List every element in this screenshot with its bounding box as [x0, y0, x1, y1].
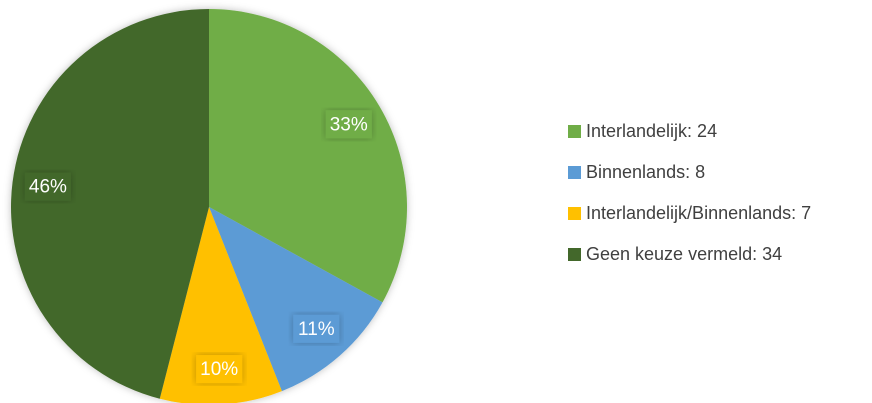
label-box — [196, 355, 243, 384]
label-box — [24, 172, 71, 201]
data-label: 46% — [29, 177, 67, 198]
legend-label: Interlandelijk: 24 — [586, 121, 717, 141]
legend-label: Binnenlands: 8 — [586, 162, 705, 182]
data-label: 33% — [330, 114, 368, 135]
pie — [10, 9, 407, 403]
legend-swatch — [568, 166, 581, 179]
data-label: 10% — [200, 359, 238, 380]
legend-label: Geen keuze vermeld: 34 — [586, 244, 782, 264]
legend-swatch — [568, 248, 581, 261]
pie-slice — [10, 9, 209, 399]
pie-slice — [209, 207, 383, 392]
label-box — [293, 314, 340, 343]
label-box — [325, 110, 372, 139]
legend-swatch — [568, 207, 581, 220]
pie-slice — [159, 207, 282, 403]
data-label: 11% — [298, 319, 335, 340]
legend-label: Interlandelijk/Binnenlands: 7 — [586, 203, 811, 223]
legend-swatch — [568, 125, 581, 138]
pie-slice — [209, 9, 407, 303]
